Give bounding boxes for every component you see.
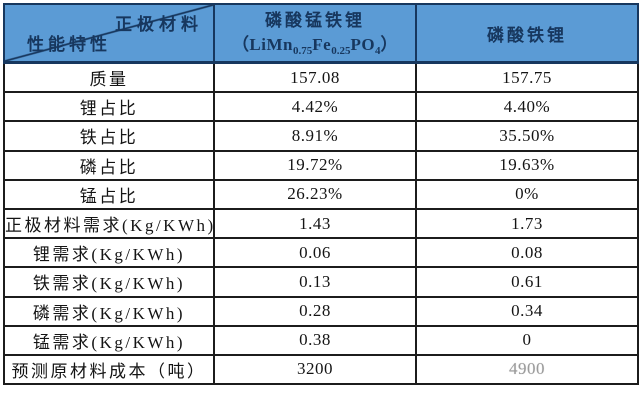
lfp-value-faded: 4900 [415, 353, 639, 386]
row-label: 锰需求(Kg/KWh) [3, 324, 215, 356]
table-row: 铁占比 8.91% 35.50% [3, 120, 639, 152]
row-label: 锂需求(Kg/KWh) [3, 237, 215, 269]
lfp-value: 0.08 [415, 237, 639, 269]
lfp-value: 1.73 [415, 207, 639, 240]
lmfp-chemical-formula: （LiMn0.75Fe0.25PO4） [216, 33, 414, 57]
formula-part: ） [380, 35, 399, 54]
row-label: 铁占比 [3, 120, 215, 152]
column-header-lfp: 磷酸铁锂 [415, 3, 639, 64]
lfp-value: 4.40% [415, 91, 639, 123]
material-comparison-table: 正极材料 性能特性 磷酸锰铁锂 （LiMn0.75Fe0.25PO4） 磷酸铁锂… [3, 3, 639, 386]
lfp-value: 157.75 [415, 61, 639, 94]
row-label: 预测原材料成本（吨） [3, 353, 215, 386]
lfp-value: 0.61 [415, 266, 639, 298]
table-row: 铁需求(Kg/KWh) 0.13 0.61 [3, 266, 639, 298]
lmfp-value: 0.28 [213, 295, 417, 327]
lfp-value: 19.63% [415, 149, 639, 181]
formula-part: （LiMn [231, 35, 293, 54]
lmfp-value: 26.23% [213, 178, 417, 210]
table-row: 质量 157.08 157.75 [3, 61, 639, 94]
lmfp-value: 3200 [213, 353, 417, 386]
lmfp-value: 19.72% [213, 149, 417, 181]
lmfp-value: 8.91% [213, 120, 417, 152]
table-row: 磷占比 19.72% 19.63% [3, 149, 639, 181]
table-row: 正极材料需求(Kg/KWh) 1.43 1.73 [3, 207, 639, 240]
row-label: 正极材料需求(Kg/KWh) [3, 207, 215, 240]
lmfp-value: 0.38 [213, 324, 417, 356]
lfp-value: 0.34 [415, 295, 639, 327]
lmfp-value: 0.13 [213, 266, 417, 298]
formula-subscript: 4 [375, 45, 381, 57]
lmfp-value: 157.08 [213, 61, 417, 94]
header-row: 正极材料 性能特性 磷酸锰铁锂 （LiMn0.75Fe0.25PO4） 磷酸铁锂 [3, 3, 639, 64]
lfp-value: 0% [415, 178, 639, 210]
row-label: 磷占比 [3, 149, 215, 181]
formula-part: PO [350, 35, 376, 54]
table-row: 锂需求(Kg/KWh) 0.06 0.08 [3, 237, 639, 269]
formula-subscript: 0.75 [293, 45, 313, 57]
table-row: 锂占比 4.42% 4.40% [3, 91, 639, 123]
lfp-value: 35.50% [415, 120, 639, 152]
corner-header-cell: 正极材料 性能特性 [3, 3, 215, 64]
row-label: 质量 [3, 61, 215, 94]
column-header-lmfp: 磷酸锰铁锂 （LiMn0.75Fe0.25PO4） [213, 3, 417, 64]
corner-label-material: 正极材料 [115, 15, 203, 34]
lmfp-title: 磷酸锰铁锂 [265, 11, 365, 30]
corner-label-property: 性能特性 [27, 35, 111, 54]
row-label: 锰占比 [3, 178, 215, 210]
lfp-value: 0 [415, 324, 639, 356]
row-label: 磷需求(Kg/KWh) [3, 295, 215, 327]
table-row: 预测原材料成本（吨） 3200 4900 [3, 353, 639, 386]
formula-part: Fe [312, 35, 332, 54]
lmfp-value: 0.06 [213, 237, 417, 269]
lmfp-value: 4.42% [213, 91, 417, 123]
table-row: 锰需求(Kg/KWh) 0.38 0 [3, 324, 639, 356]
lmfp-value: 1.43 [213, 207, 417, 240]
row-label: 铁需求(Kg/KWh) [3, 266, 215, 298]
formula-subscript: 0.25 [331, 45, 351, 57]
table-row: 磷需求(Kg/KWh) 0.28 0.34 [3, 295, 639, 327]
table-row: 锰占比 26.23% 0% [3, 178, 639, 210]
row-label: 锂占比 [3, 91, 215, 123]
